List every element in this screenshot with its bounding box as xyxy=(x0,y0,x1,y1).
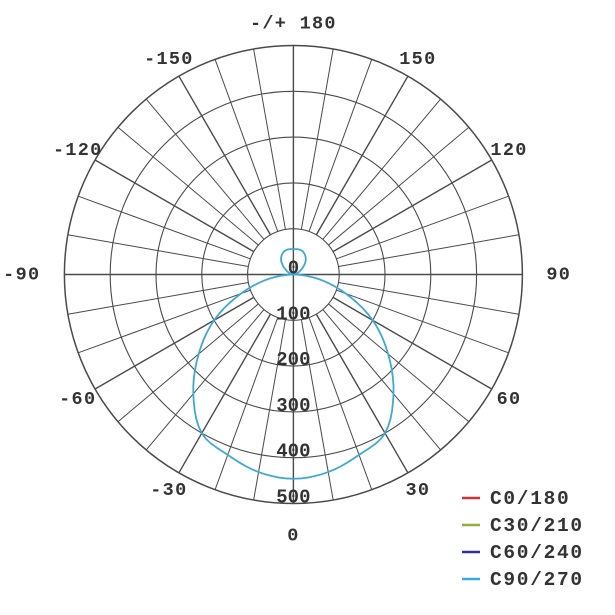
svg-text:150: 150 xyxy=(399,49,436,70)
svg-text:-/+ 180: -/+ 180 xyxy=(250,14,337,35)
svg-text:30: 30 xyxy=(405,480,430,501)
svg-text:0: 0 xyxy=(287,526,299,547)
svg-text:200: 200 xyxy=(276,349,310,371)
svg-text:C0/180: C0/180 xyxy=(490,488,570,510)
svg-text:-120: -120 xyxy=(53,140,103,161)
svg-text:400: 400 xyxy=(276,441,310,463)
svg-text:-60: -60 xyxy=(59,389,96,410)
svg-text:C60/240: C60/240 xyxy=(490,542,584,564)
svg-text:C30/210: C30/210 xyxy=(490,515,584,537)
svg-text:60: 60 xyxy=(497,389,522,410)
svg-text:-30: -30 xyxy=(150,480,187,501)
svg-text:0: 0 xyxy=(288,258,299,280)
svg-text:-150: -150 xyxy=(144,49,194,70)
svg-text:500: 500 xyxy=(276,487,310,509)
svg-text:120: 120 xyxy=(490,140,527,161)
svg-text:C90/270: C90/270 xyxy=(490,569,584,591)
svg-text:-90: -90 xyxy=(3,265,40,286)
svg-text:100: 100 xyxy=(276,303,310,325)
svg-text:300: 300 xyxy=(276,395,310,417)
svg-text:90: 90 xyxy=(546,265,571,286)
